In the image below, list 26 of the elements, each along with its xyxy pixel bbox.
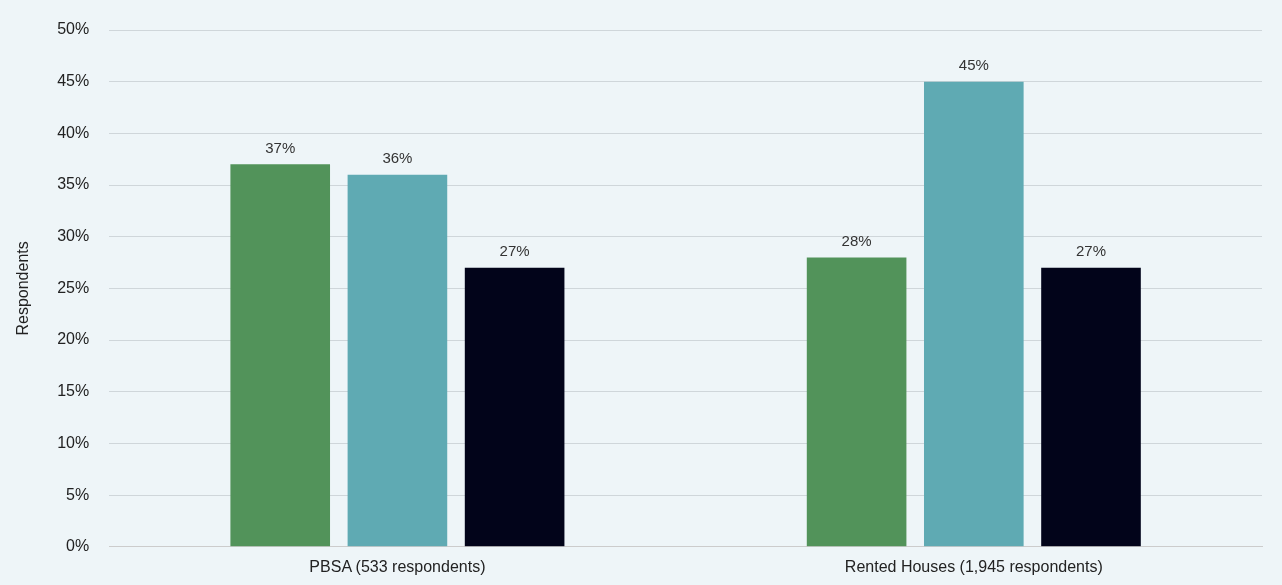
y-tick-label: 35%	[57, 175, 90, 193]
bar	[464, 267, 565, 547]
data-label: 37%	[265, 139, 296, 157]
bar	[924, 81, 1024, 547]
data-label: 27%	[499, 242, 530, 260]
data-label: 45%	[958, 56, 989, 74]
y-tick-label: 30%	[57, 227, 90, 245]
y-tick-label: 5%	[66, 485, 90, 503]
y-tick-label: 25%	[57, 278, 90, 296]
y-tick-label: 40%	[57, 123, 90, 141]
y-tick-label: 45%	[57, 72, 90, 90]
x-tick-label: Rented Houses (1,945 respondents)	[844, 557, 1103, 575]
y-tick-label: 20%	[57, 330, 90, 348]
bar	[806, 257, 907, 547]
data-label: 28%	[841, 232, 872, 250]
data-label: 27%	[1075, 242, 1107, 260]
data-label: 36%	[382, 149, 413, 167]
bar	[230, 164, 331, 547]
y-tick-label: 15%	[57, 382, 90, 400]
y-tick-label: 0%	[66, 537, 90, 555]
bar	[1041, 267, 1141, 547]
y-tick-label: 10%	[57, 433, 90, 451]
bar	[347, 174, 448, 547]
x-tick-label: PBSA (533 respondents)	[309, 557, 486, 575]
y-tick-label: 50%	[57, 20, 90, 38]
y-axis-title: Respondents	[14, 241, 32, 336]
